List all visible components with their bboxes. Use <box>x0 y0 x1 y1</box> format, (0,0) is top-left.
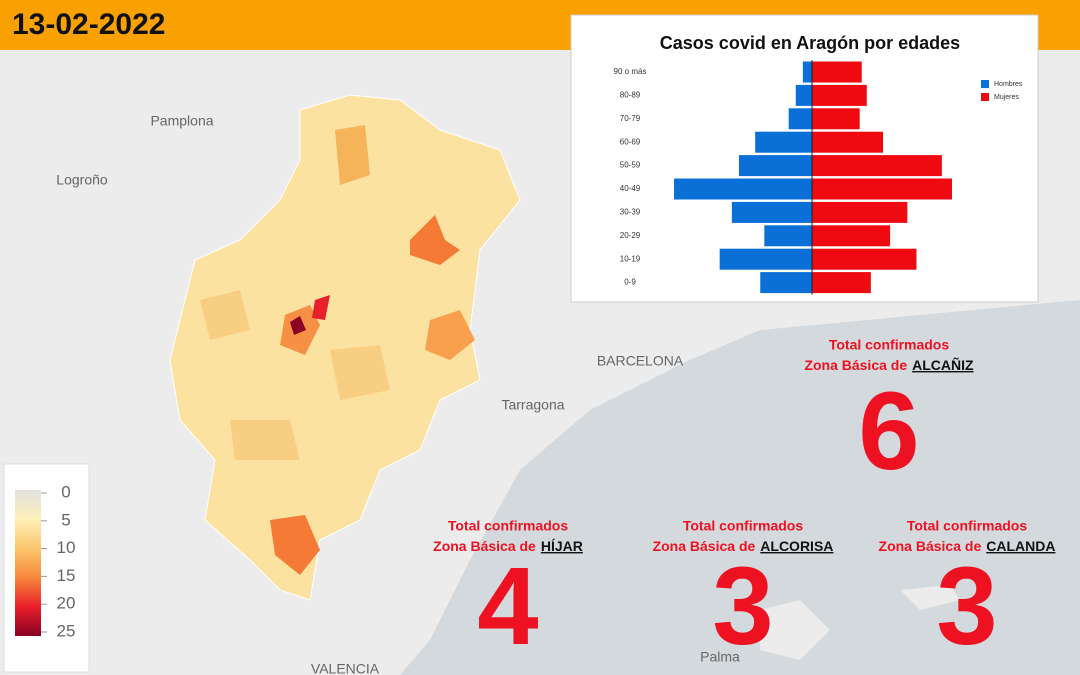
bar <box>738 155 812 177</box>
age-label: 40-49 <box>620 184 641 193</box>
age-label: 80-89 <box>620 91 641 100</box>
zone-line: Zona Básica de ALCAÑIZ <box>804 356 974 373</box>
total-value: 4 <box>477 545 538 668</box>
zone-name: ALCORISA <box>760 538 833 554</box>
zone-prefix: Zona Básica de <box>879 538 982 554</box>
zone-prefix: Zona Básica de <box>433 538 536 554</box>
zone-patch <box>312 295 330 320</box>
age-label: 50-59 <box>620 161 641 170</box>
total-title: Total confirmados <box>907 518 1028 534</box>
total-value: 3 <box>936 545 997 668</box>
zone-patch <box>270 515 320 575</box>
age-label: 0-9 <box>624 278 636 287</box>
bar <box>731 201 812 223</box>
bar <box>812 61 862 83</box>
place-label: Logroño <box>56 172 108 188</box>
bar <box>802 61 812 83</box>
bar <box>812 201 908 223</box>
bar <box>795 84 812 106</box>
legend-label: Mujeres <box>994 94 1019 101</box>
zone-patch <box>200 290 390 460</box>
place-label: VALENCIA <box>311 661 380 675</box>
bar <box>812 131 884 153</box>
zone-prefix: Zona Básica de <box>653 538 756 554</box>
legend-tick-label: 10 <box>57 538 76 557</box>
age-label: 60-69 <box>620 137 641 146</box>
age-label: 30-39 <box>620 208 641 217</box>
bar <box>812 155 942 177</box>
zone-line: Zona Básica de HÍJAR <box>433 538 583 554</box>
bar <box>764 225 812 247</box>
legend-tick-label: 0 <box>61 482 70 501</box>
bar <box>812 248 917 270</box>
place-label: Pamplona <box>150 113 213 129</box>
bar <box>674 178 812 200</box>
total-value: 3 <box>712 545 773 668</box>
chart-title: Casos covid en Aragón por edades <box>660 33 960 53</box>
age-label: 90 o más <box>614 67 647 76</box>
zone-patch <box>410 215 460 265</box>
legend-label: Hombres <box>994 81 1023 88</box>
age-label: 10-19 <box>620 254 641 263</box>
age-label: 70-79 <box>620 114 641 123</box>
zone-name: CALANDA <box>986 538 1055 554</box>
place-label: Palma <box>700 649 740 665</box>
bar <box>812 178 952 200</box>
total-value: 6 <box>858 370 919 493</box>
age-label: 20-29 <box>620 231 641 240</box>
bar <box>812 84 867 106</box>
zone-name: HÍJAR <box>541 538 583 554</box>
total-title: Total confirmados <box>829 337 950 353</box>
place-label: Tarragona <box>501 397 564 413</box>
legend-tick-label: 15 <box>57 566 76 585</box>
legend-swatch <box>981 93 989 101</box>
zone-line: Zona Básica de ALCORISA <box>653 538 834 554</box>
date: 13-02-2022 <box>12 8 165 41</box>
sea <box>400 300 1080 675</box>
zone-line: Zona Básica de CALANDA <box>879 538 1056 554</box>
bar <box>788 108 812 130</box>
zone-patch <box>335 125 370 185</box>
bar <box>812 272 871 294</box>
total-title: Total confirmados <box>448 518 569 534</box>
color-bar <box>15 490 41 636</box>
legend-swatch <box>981 80 989 88</box>
legend-tick-label: 25 <box>57 621 76 640</box>
zone-patch <box>425 310 475 360</box>
bar <box>755 131 812 153</box>
zone-prefix: Zona Básica de <box>804 357 907 373</box>
zone-name: ALCAÑIZ <box>912 356 974 373</box>
bar <box>760 272 812 294</box>
total-title: Total confirmados <box>683 518 804 534</box>
islands <box>760 585 960 660</box>
legend-tick-label: 20 <box>57 594 76 613</box>
legend-tick-label: 5 <box>61 510 70 529</box>
place-label: BARCELONA <box>597 353 684 369</box>
bar <box>812 108 860 130</box>
zone-patch <box>290 316 306 335</box>
bar <box>719 248 812 270</box>
bar <box>812 225 891 247</box>
